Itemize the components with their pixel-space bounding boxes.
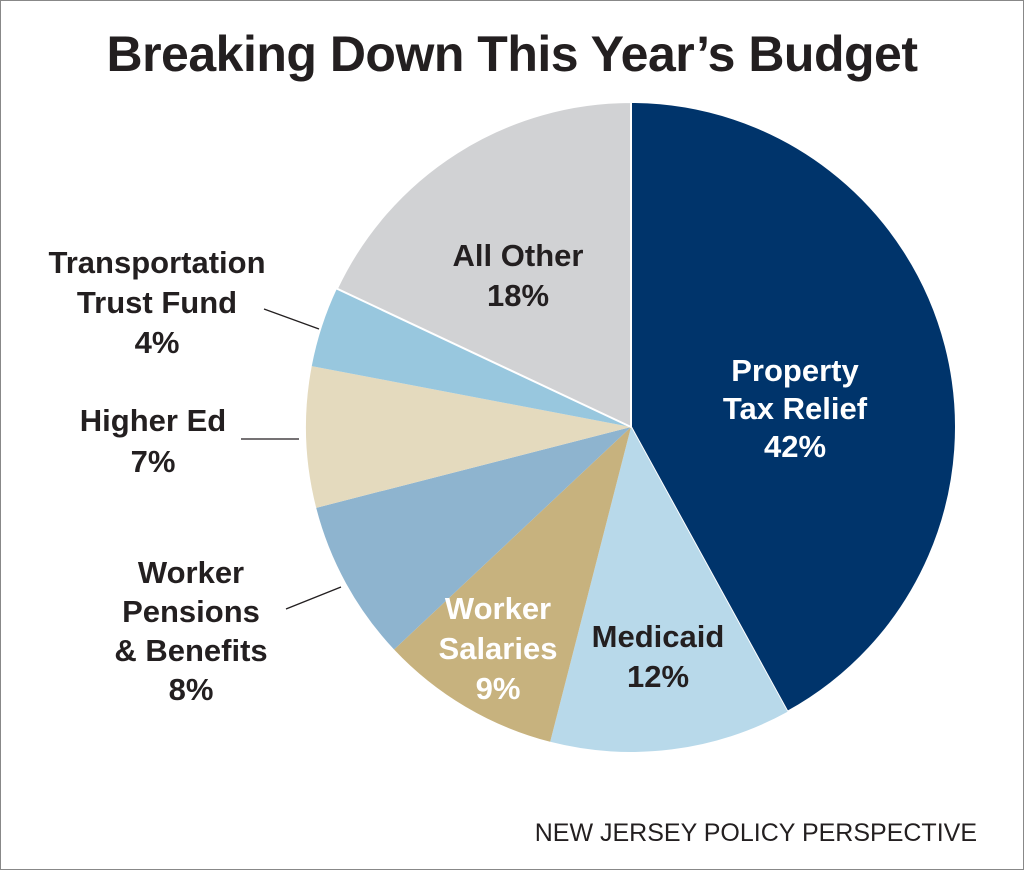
data-label-line: Higher Ed [80,403,226,438]
data-label-line: Medicaid [592,619,725,654]
pie-slice-worker-pensions-benefits [316,427,631,650]
pie-slice-worker-salaries [394,427,631,742]
data-label-line: 18% [487,278,549,313]
data-label: Medicaid 12% [592,619,725,694]
data-label-line: Salaries [439,631,558,666]
data-label-line: Pensions [122,594,260,629]
data-label-line: & Benefits [114,633,267,668]
data-label-line: Property [731,353,859,388]
data-label-line: Tax Relief [723,391,868,426]
chart-title: Breaking Down This Year’s Budget [106,26,918,82]
data-label: Property Tax Relief 42% [723,353,868,464]
data-label-line: All Other [453,238,584,273]
pie-slice-all-other [335,100,632,429]
data-label-line: 12% [627,659,689,694]
data-label: Higher Ed 7% [80,403,226,479]
data-label: Transportation Trust Fund 4% [48,245,265,360]
data-label-line: 7% [131,444,176,479]
data-label-line: 8% [169,672,214,707]
data-label-line: Worker [138,555,244,590]
pie-slice-transportation-trust-fund [311,288,631,427]
data-label-line: 9% [476,671,521,706]
data-label-line: 4% [135,325,180,360]
pie-slice-property-tax-relief [630,100,957,714]
pie-slice-medicaid [550,427,788,752]
leader-line [263,308,320,330]
data-label: Worker Pensions & Benefits 8% [114,555,267,707]
data-label-line: Transportation [48,245,265,280]
pie-slice-higher-ed [306,366,631,508]
data-label-line: Trust Fund [77,285,237,320]
source-credit: NEW JERSEY POLICY PERSPECTIVE [534,819,977,847]
data-label: Worker Salaries 9% [439,591,558,706]
leader-line [285,586,342,610]
data-label: All Other 18% [453,238,584,313]
data-label-line: Worker [445,591,551,626]
data-label-line: 42% [764,429,826,464]
